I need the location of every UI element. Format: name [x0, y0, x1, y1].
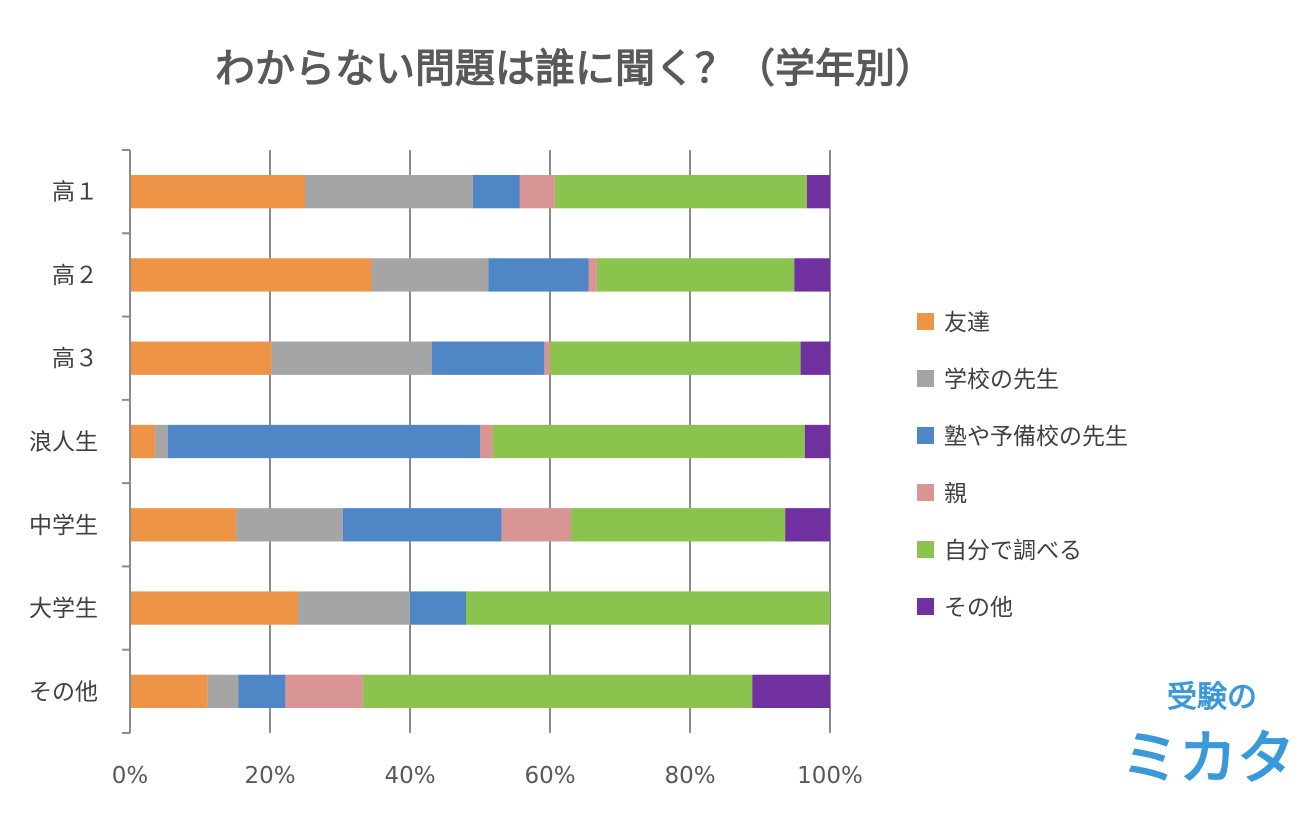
bar-segment: [285, 674, 364, 709]
bar-segment: [473, 174, 520, 209]
bar-segment: [271, 341, 432, 375]
bar-segment: [155, 424, 168, 459]
bar-segment: [785, 508, 830, 542]
x-tick-label: 100%: [797, 763, 863, 789]
bar-segment: [588, 258, 597, 292]
legend-swatch: [917, 541, 934, 558]
bar-segment: [236, 508, 343, 542]
axes: [122, 149, 131, 734]
bar-segment: [238, 674, 286, 709]
bar-segment: [130, 591, 298, 625]
x-tick-label: 60%: [524, 763, 575, 789]
bar-segment: [130, 424, 156, 459]
bar-segment: [501, 508, 571, 542]
bar-segment: [130, 341, 272, 375]
bar-segment: [410, 591, 466, 625]
logo-bottom-text: ミカタ: [1121, 724, 1295, 792]
bar-segment: [130, 174, 305, 209]
logo-top-text: 受験の: [1167, 680, 1257, 715]
category-label: 中学生: [29, 513, 98, 539]
legend-swatch: [917, 484, 934, 501]
category-label: 高１: [52, 180, 98, 206]
bar-segment: [794, 258, 830, 292]
bar-segment: [480, 424, 493, 459]
legend-label: その他: [944, 595, 1013, 621]
bar-segment: [596, 258, 795, 292]
legend-label: 親: [944, 481, 967, 507]
bar-segment: [130, 674, 208, 709]
category-label: 高２: [52, 263, 98, 289]
legend-label: 友達: [944, 310, 990, 336]
bar-segment: [363, 674, 753, 709]
bar-segment: [492, 424, 805, 459]
site-logo: 受験の ミカタ: [1121, 680, 1295, 792]
legend-label: 学校の先生: [944, 367, 1059, 393]
x-tick-label: 80%: [664, 763, 715, 789]
bar-segment: [804, 424, 830, 459]
x-tick-label: 40%: [384, 763, 435, 789]
bar-segment: [466, 591, 830, 625]
bar-segment: [550, 341, 801, 375]
bar-segment: [371, 258, 489, 292]
bar-segment: [305, 174, 473, 209]
bar-segment: [544, 341, 550, 375]
bar-segment: [488, 258, 589, 292]
bar-segment: [431, 341, 545, 375]
bar-segment: [207, 674, 239, 709]
category-label: 浪人生: [29, 430, 98, 456]
x-tick-label: 20%: [244, 763, 295, 789]
legend-label: 自分で調べる: [944, 538, 1082, 564]
bar-segment: [519, 174, 555, 209]
x-tick-labels: 0% 20% 40% 60% 80% 100%: [112, 763, 863, 789]
bar-segment: [554, 174, 807, 209]
bar-segment: [130, 258, 372, 292]
bar-segment: [800, 341, 830, 375]
legend-swatch: [917, 427, 934, 444]
category-label: 高３: [52, 346, 98, 372]
bar-segment: [752, 674, 830, 709]
category-label: 大学生: [29, 596, 98, 622]
bar-segment: [167, 424, 481, 459]
x-tick-label: 0%: [112, 763, 149, 789]
bar-segment: [571, 508, 786, 542]
bar-segment: [806, 174, 830, 209]
legend-swatch: [917, 370, 934, 387]
chart-title: わからない問題は誰に聞く？（学年別）: [215, 46, 935, 92]
bars: [130, 174, 830, 709]
bar-segment: [130, 508, 237, 542]
legend-label: 塾や予備校の先生: [944, 424, 1128, 450]
bar-segment: [298, 591, 410, 625]
legend-swatch: [917, 313, 934, 330]
legend-swatch: [917, 598, 934, 615]
bar-segment: [342, 508, 502, 542]
category-label: その他: [29, 679, 98, 705]
